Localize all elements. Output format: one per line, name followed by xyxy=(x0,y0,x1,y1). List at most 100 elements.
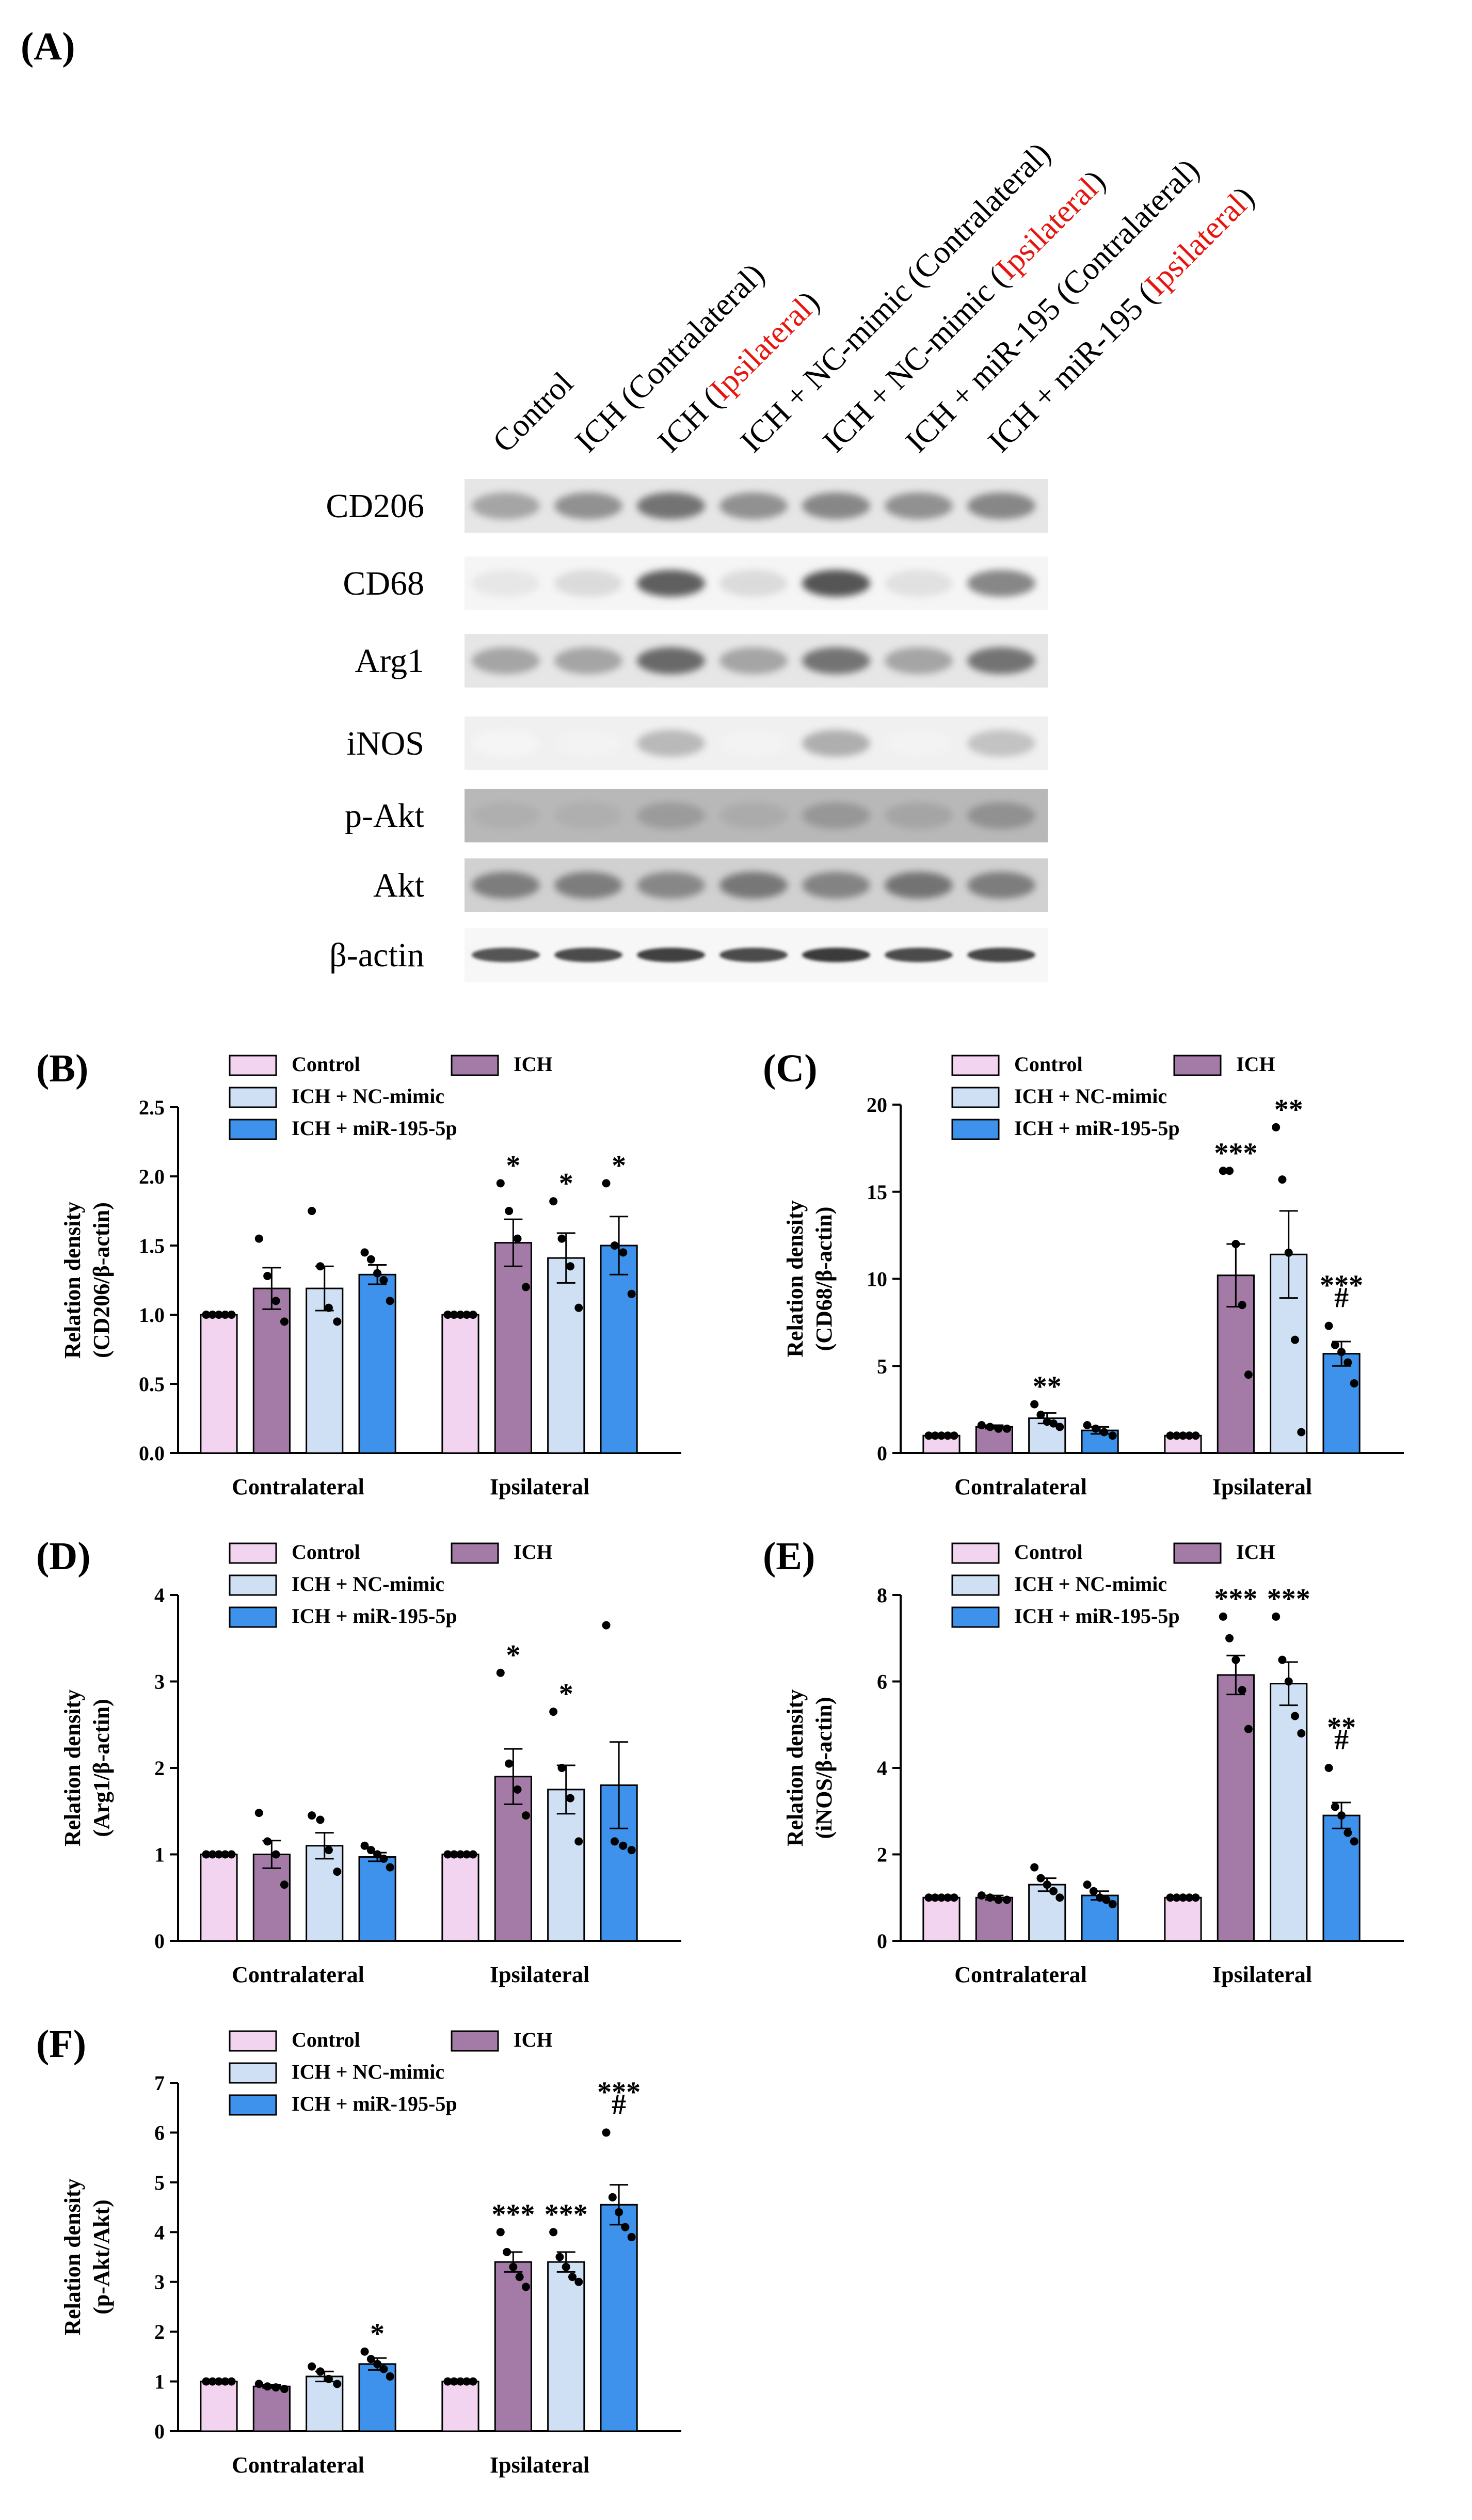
bar xyxy=(1322,1353,1361,1454)
data-point xyxy=(1049,1419,1058,1428)
data-point xyxy=(462,2377,471,2386)
data-point xyxy=(513,1234,522,1243)
panel-label: (D) xyxy=(36,1535,91,1578)
significance-marker: ** xyxy=(1327,1712,1356,1744)
y-tick-label: 1.0 xyxy=(139,1303,165,1327)
band-label: p-Akt xyxy=(345,797,424,835)
legend-label: ICH + miR-195-5p xyxy=(292,1117,457,1140)
legend-label: Control xyxy=(292,1052,360,1076)
data-point xyxy=(1083,1880,1092,1889)
legend-label: ICH + miR-195-5p xyxy=(292,1604,457,1628)
data-point xyxy=(360,2347,369,2356)
blot-band xyxy=(802,570,870,597)
blot-band xyxy=(554,802,622,829)
data-point xyxy=(450,2377,458,2386)
data-point xyxy=(1350,1379,1358,1387)
data-point xyxy=(1030,1863,1039,1872)
y-axis-label-line: Relation density xyxy=(782,1200,808,1357)
data-point xyxy=(515,2273,524,2282)
bar xyxy=(547,1257,585,1454)
data-point xyxy=(1343,1828,1352,1837)
blot-band xyxy=(885,492,953,519)
data-point xyxy=(1166,1893,1175,1902)
bar xyxy=(200,2381,238,2432)
data-point xyxy=(1166,1431,1175,1440)
bar xyxy=(441,1854,479,1942)
y-tick-label: 2 xyxy=(154,2320,165,2343)
blot-band xyxy=(719,948,788,962)
data-point xyxy=(1272,1123,1281,1131)
y-tick-label: 3 xyxy=(154,2271,165,2294)
chart-panel: (E) Control ICH ICH + NC-mimic ICH + miR-195… xyxy=(763,1535,1404,1987)
data-point xyxy=(333,1868,342,1876)
band-label: CD206 xyxy=(326,487,424,525)
data-point xyxy=(443,1311,452,1319)
y-tick-label: 5 xyxy=(877,1354,887,1378)
legend-label: ICH + miR-195-5p xyxy=(1014,1117,1180,1140)
y-tick-label: 0 xyxy=(154,1929,165,1953)
data-point xyxy=(366,2355,375,2364)
blot-band xyxy=(472,872,540,899)
legend-swatch xyxy=(951,1055,1000,1076)
data-point xyxy=(1100,1428,1109,1437)
y-axis-label-line: (CD68/β-actin) xyxy=(811,1207,837,1351)
significance-marker: *** xyxy=(1267,1583,1310,1615)
data-point xyxy=(360,1248,369,1257)
data-point xyxy=(1297,1729,1306,1737)
legend-swatch xyxy=(951,1119,1000,1140)
y-tick-label: 3 xyxy=(154,1670,165,1694)
legend-label: ICH + NC-mimic xyxy=(292,1572,444,1596)
blot-band xyxy=(967,570,1035,597)
y-axis-label: Relation density (iNOS/β-actin) xyxy=(782,1689,837,1846)
blot-band xyxy=(472,802,540,829)
data-point xyxy=(280,1880,289,1889)
data-point xyxy=(1297,1428,1306,1437)
data-point xyxy=(254,2380,263,2388)
data-point xyxy=(1172,1893,1181,1902)
data-point xyxy=(621,2223,630,2231)
data-point xyxy=(227,1311,236,1319)
data-point xyxy=(379,2365,388,2373)
y-tick-label: 0 xyxy=(154,2420,165,2443)
data-point xyxy=(469,1850,477,1859)
y-tick-label: 0 xyxy=(877,1442,887,1465)
data-point xyxy=(977,1891,986,1900)
data-point xyxy=(615,2208,623,2216)
data-point xyxy=(386,1297,394,1305)
blot-band xyxy=(637,802,705,829)
data-point xyxy=(227,2377,236,2386)
bar xyxy=(1164,1896,1202,1942)
data-point xyxy=(1036,1874,1045,1883)
x-category-label: Ipsilateral xyxy=(490,1474,589,1500)
data-point xyxy=(202,2377,211,2386)
blot-band xyxy=(472,570,540,597)
y-tick-label: 6 xyxy=(154,2121,165,2144)
data-point xyxy=(373,1850,382,1859)
significance-hash: # xyxy=(1334,1282,1349,1314)
data-point xyxy=(1350,1837,1358,1846)
blot-band xyxy=(554,570,622,597)
data-point xyxy=(316,1815,325,1824)
blot-band xyxy=(719,872,788,899)
bar xyxy=(975,1896,1013,1942)
data-point xyxy=(1089,1887,1098,1895)
data-point xyxy=(1244,1370,1253,1379)
data-point xyxy=(450,1850,458,1859)
data-point xyxy=(610,1241,619,1250)
bar xyxy=(1217,1674,1255,1942)
data-point xyxy=(1178,1431,1187,1440)
data-point xyxy=(456,1850,465,1859)
data-point xyxy=(254,1234,263,1243)
bar xyxy=(252,2385,291,2432)
x-category-label: Contralateral xyxy=(232,1474,364,1500)
blot-band xyxy=(637,570,705,597)
bar xyxy=(1270,1683,1308,1942)
legend-label: ICH xyxy=(514,1540,553,1564)
significance-hash: # xyxy=(612,2088,626,2120)
y-tick-label: 4 xyxy=(154,1584,165,1607)
blot-band xyxy=(472,948,540,962)
data-point xyxy=(1284,1677,1293,1686)
data-point xyxy=(469,1311,477,1319)
bar xyxy=(600,2204,638,2432)
blot-band xyxy=(719,802,788,829)
